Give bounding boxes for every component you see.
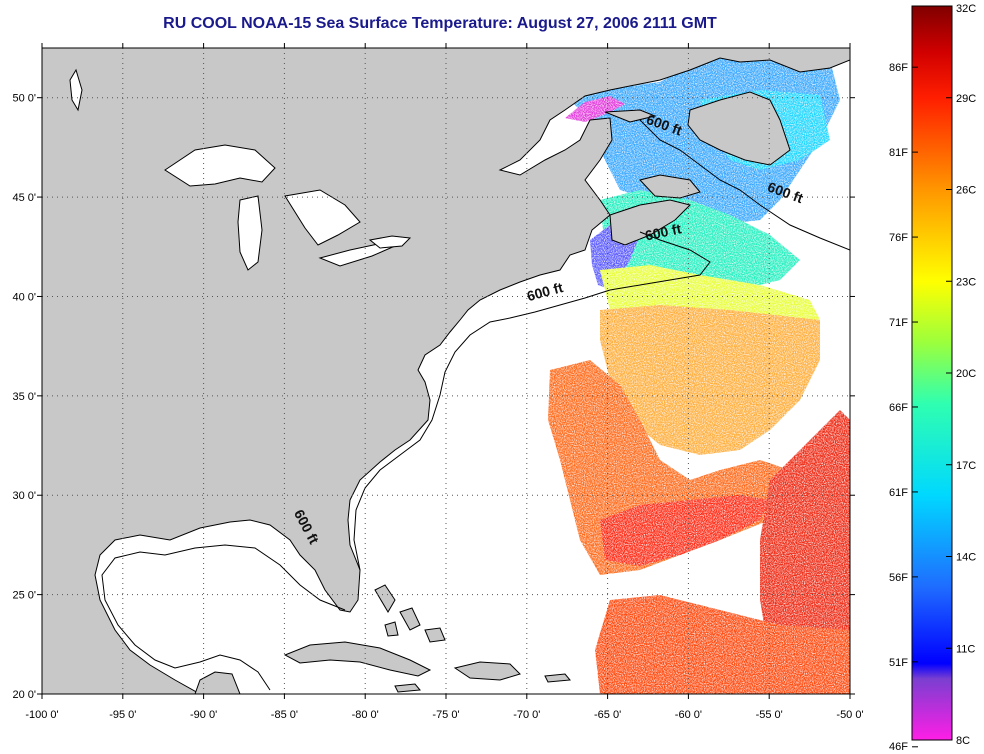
lat-tick-label: 35 0' (12, 391, 36, 403)
lat-tick-label: 40 0' (12, 291, 36, 303)
lake-ontario (368, 235, 412, 249)
colorbar-c-tick-label: 17C (956, 460, 976, 472)
map-title: RU COOL NOAA-15 Sea Surface Temperature:… (163, 15, 717, 32)
colorbar-f-tick-label: 86F (889, 62, 908, 74)
colorbar-f-tick-label: 46F (889, 741, 908, 753)
lake-michigan (237, 195, 263, 271)
sst-north-atlantic-warm (600, 305, 820, 455)
lon-tick-label: -70 0' (513, 709, 540, 721)
lon-tick-label: -50 0' (836, 709, 863, 721)
lake-superior (164, 144, 276, 187)
lon-tick-label: -95 0' (109, 709, 136, 721)
colorbar-c-tick-label: 14C (956, 552, 976, 564)
lat-tick-label: 20 0' (12, 689, 36, 701)
colorbar-f-tick-label: 51F (889, 657, 908, 669)
lon-tick-label: -75 0' (432, 709, 459, 721)
colorbar-f-tick-label: 76F (889, 232, 908, 244)
colorbar-c-tick-label: 23C (956, 276, 976, 288)
lon-tick-label: -65 0' (594, 709, 621, 721)
colorbar-celsius-ticks: 32C 29C 26C 23C 20C 17C 14C 11C 8C (946, 3, 976, 747)
sst-gulf-stream-b (600, 495, 770, 566)
lon-tick-label: -80 0' (352, 709, 379, 721)
sst-swath (548, 52, 850, 694)
latitude-ticks: 20 0' 25 0' 30 0' 35 0' 40 0' 45 0' 50 0' (12, 93, 855, 701)
colorbar-fahrenheit-ticks: 86F 81F 76F 71F 66F 61F 56F 51F 46F (889, 62, 918, 753)
colorbar: 32C 29C 26C 23C 20C 17C 14C 11C 8C 86F 81F 76F 71F 6… (889, 3, 976, 753)
colorbar-c-tick-label: 20C (956, 368, 976, 380)
land-jamaica (394, 683, 421, 693)
colorbar-c-tick-label: 32C (956, 3, 976, 15)
sst-southern-band (595, 595, 850, 694)
colorbar-c-tick-label: 29C (956, 93, 976, 105)
contour-label-600ft: 600 ft (644, 220, 683, 243)
lat-tick-label: 45 0' (12, 192, 36, 204)
isobath-600ft (101, 119, 850, 691)
sst-sargasso-east (760, 410, 850, 690)
sst-magenta-estuary (565, 96, 625, 122)
colorbar-f-tick-label: 66F (889, 402, 908, 414)
land-florida-keys-gulf (194, 671, 241, 694)
land-nova-scotia (609, 199, 691, 246)
great-lakes (69, 68, 412, 271)
colorbar-c-tick-label: 26C (956, 185, 976, 197)
colorbar-c-tick-label: 8C (956, 735, 970, 747)
land-cape-breton (639, 174, 701, 199)
colorbar-f-tick-label: 71F (889, 317, 908, 329)
land-puerto-rico (544, 673, 571, 683)
lon-tick-label: -85 0' (271, 709, 298, 721)
land-bahamas (374, 584, 446, 643)
lat-tick-label: 30 0' (12, 490, 36, 502)
lon-tick-label: -90 0' (190, 709, 217, 721)
colorbar-c-tick-label: 11C (956, 643, 975, 655)
lat-tick-label: 25 0' (12, 590, 36, 602)
colorbar-f-tick-label: 56F (889, 572, 908, 584)
lake-huron (284, 189, 361, 246)
colorbar-bar (911, 5, 953, 741)
colorbar-f-tick-label: 61F (889, 487, 908, 499)
lake-winnipeg (69, 68, 83, 112)
land-cuba (283, 641, 432, 677)
longitude-ticks: -100 0' -95 0' -90 0' -85 0' -80 0' -75 0' -70… (25, 43, 864, 721)
lon-tick-label: -55 0' (756, 709, 783, 721)
land-newfoundland (687, 91, 791, 166)
land-anticosti (604, 109, 657, 123)
land-hispaniola (453, 661, 521, 681)
lat-tick-label: 50 0' (12, 93, 36, 105)
colorbar-f-tick-label: 81F (889, 147, 908, 159)
lon-tick-label: -100 0' (25, 709, 58, 721)
lon-tick-label: -60 0' (675, 709, 702, 721)
